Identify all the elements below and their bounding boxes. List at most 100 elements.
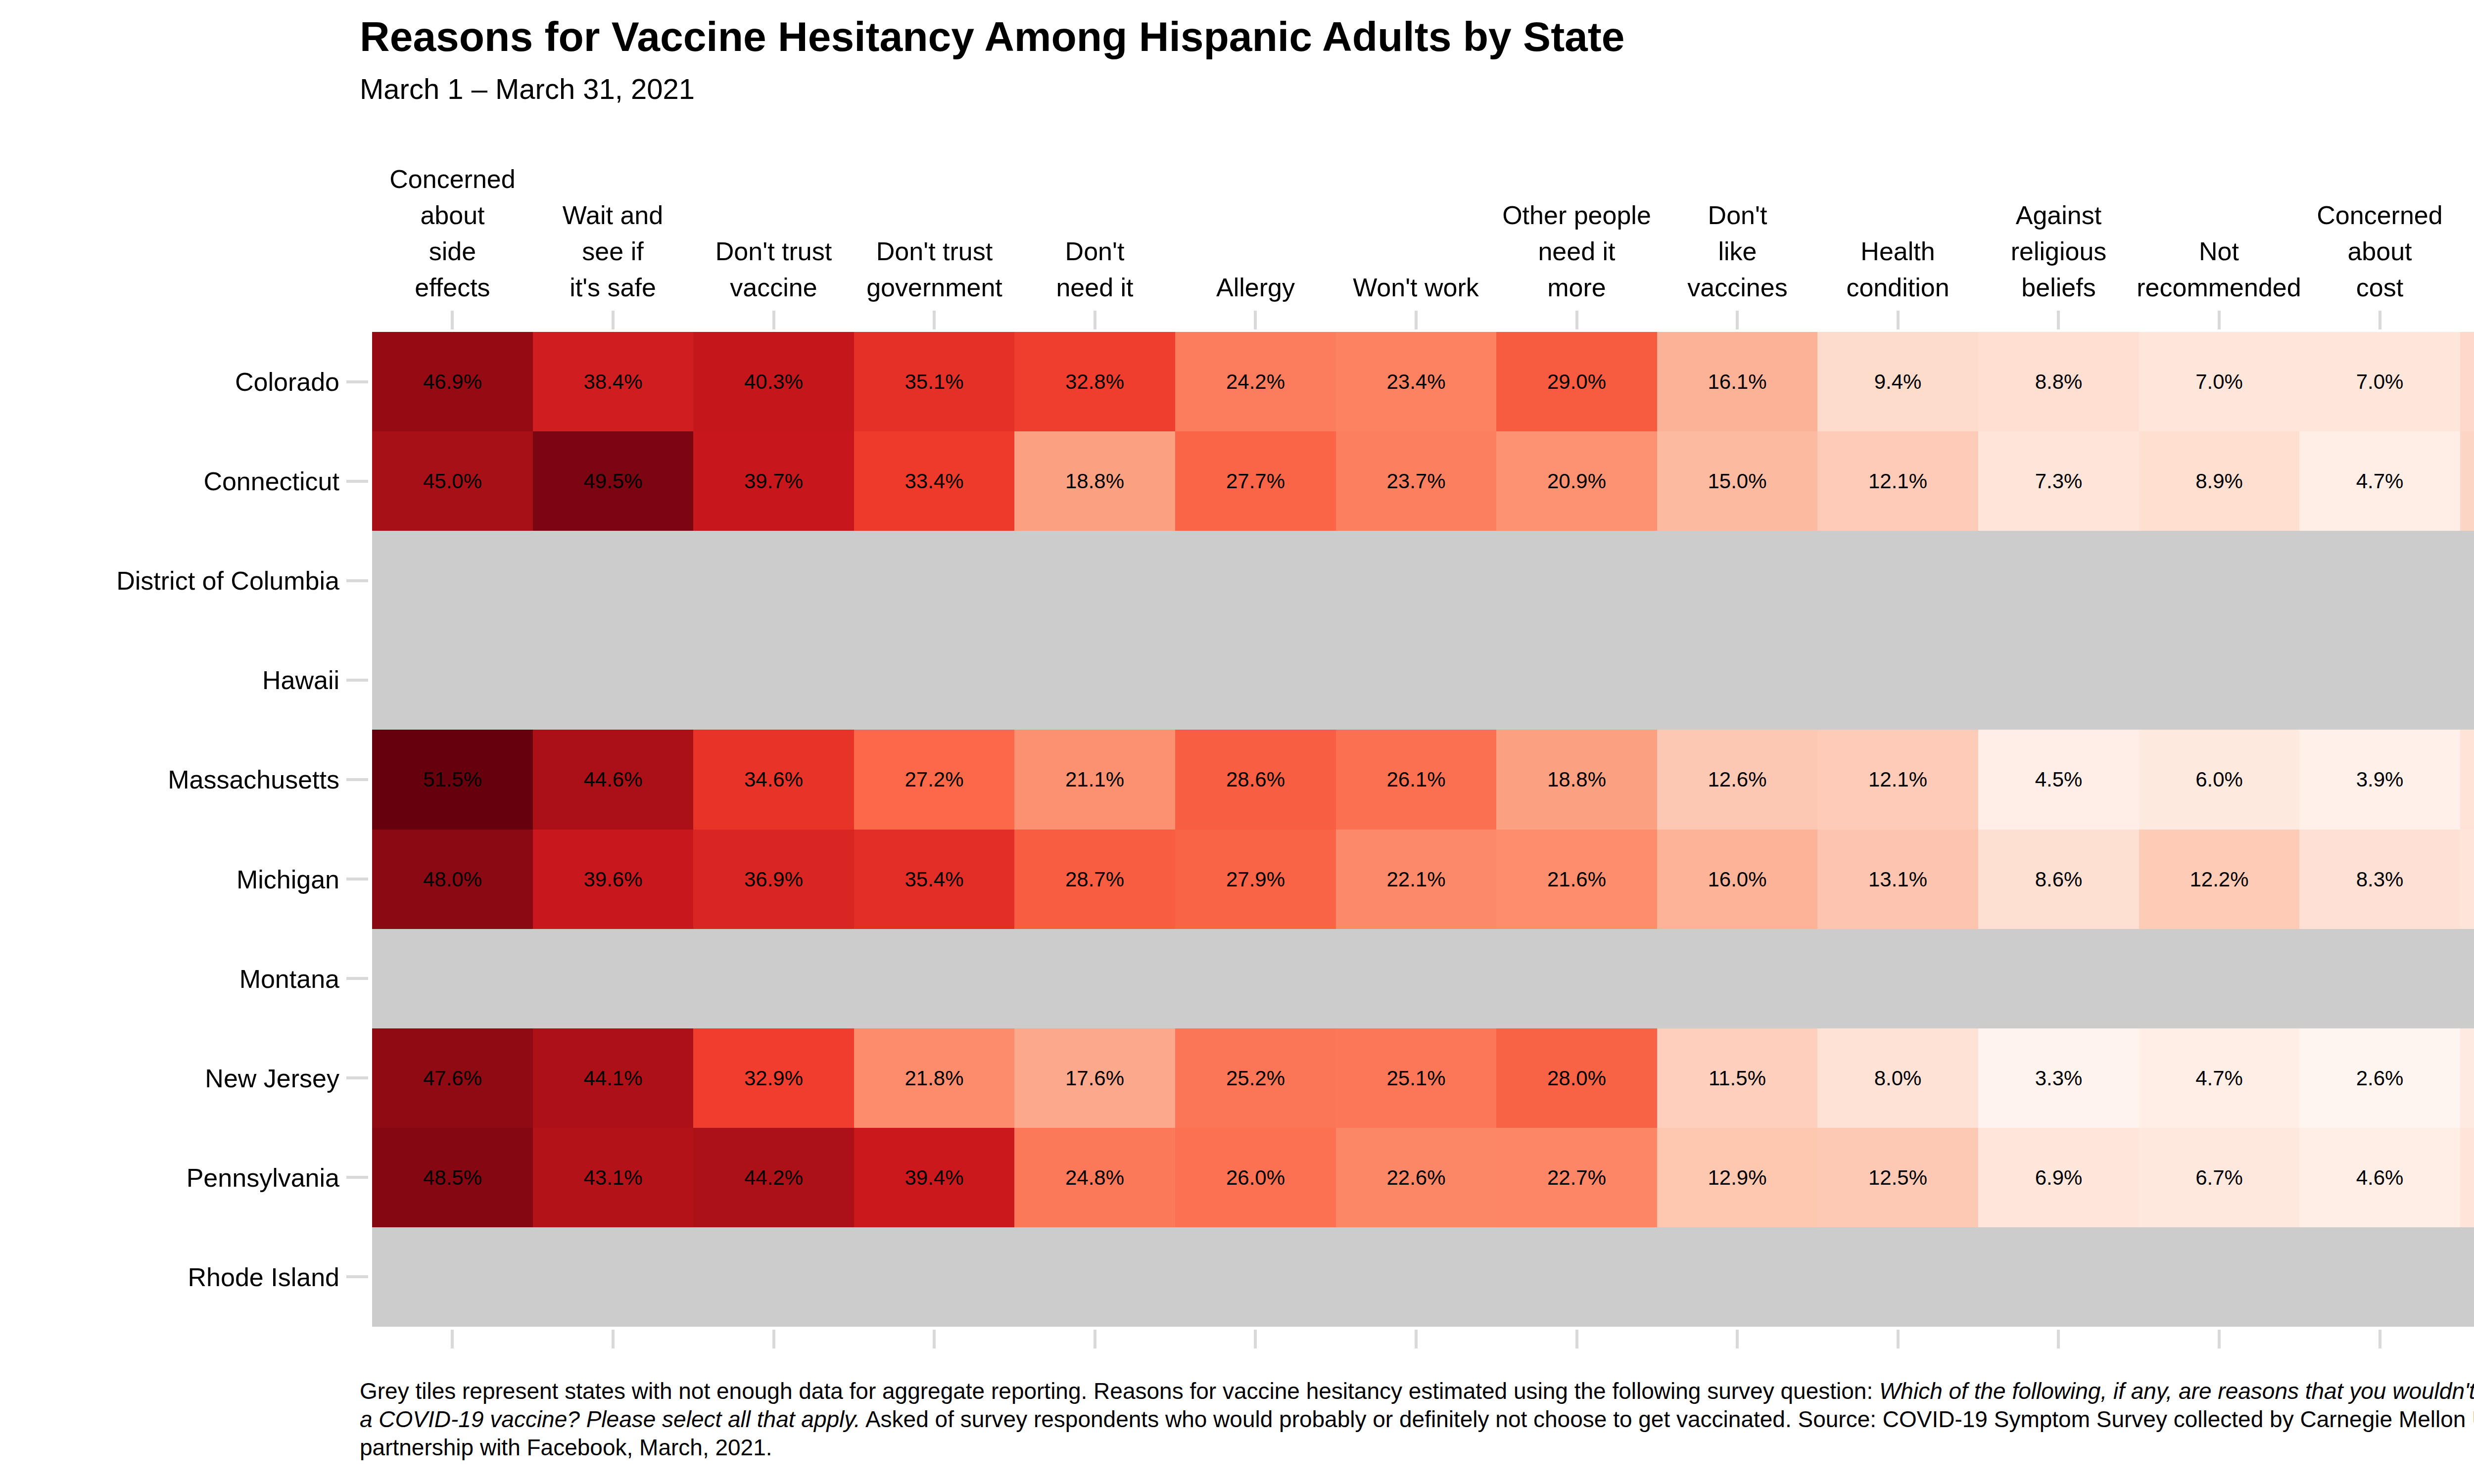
heatmap-tile-missing (1175, 1227, 1336, 1327)
heatmap-tile-missing (1657, 630, 1817, 730)
heatmap-tile-missing (1336, 531, 1496, 630)
heatmap-tile: 12.2% (2139, 830, 2299, 929)
axis-tick-left (346, 878, 368, 881)
heatmap-tile-missing (1657, 531, 1817, 630)
heatmap-tile: 24.2% (1175, 332, 1336, 431)
axis-tick-left (346, 977, 368, 980)
axis-tick-bottom (2379, 1330, 2381, 1348)
heatmap-tile: 12.9% (1657, 1128, 1817, 1227)
heatmap-tile: 6.0% (2139, 730, 2299, 830)
heatmap-tile: 7.2% (2460, 830, 2474, 929)
axis-tick-bottom (2218, 1330, 2221, 1348)
axis-tick-top (2057, 311, 2060, 329)
heatmap-tile-missing (1496, 630, 1657, 730)
axis-tick-top (1897, 311, 1900, 329)
heatmap-tile-missing (1978, 929, 2139, 1028)
heatmap-tile-missing (2460, 630, 2474, 730)
row-label: Colorado (0, 332, 339, 431)
row-label: Massachusetts (0, 730, 339, 830)
heatmap-tile-missing (854, 531, 1014, 630)
heatmap-tile: 43.1% (533, 1128, 693, 1227)
heatmap-tile: 34.6% (693, 730, 854, 830)
heatmap-tile: 12.1% (1817, 431, 1978, 531)
heatmap-tile: 18.8% (1496, 730, 1657, 830)
heatmap-tile: 36.9% (693, 830, 854, 929)
heatmap-tile: 39.6% (533, 830, 693, 929)
footnote-text: Grey tiles represent states with not eno… (360, 1378, 1879, 1404)
heatmap-tile: 18.8% (1014, 431, 1175, 531)
heatmap-tile-missing (1657, 1227, 1817, 1327)
heatmap-tile: 49.5% (533, 431, 693, 531)
heatmap-tile: 48.0% (372, 830, 533, 929)
heatmap-tile: 22.1% (1336, 830, 1496, 929)
row-label: District of Columbia (0, 531, 339, 630)
heatmap-tile: 11.5% (1657, 1028, 1817, 1128)
heatmap-tile: 7.0% (2299, 332, 2460, 431)
heatmap-tile-missing (1817, 630, 1978, 730)
row-label: Michigan (0, 830, 339, 929)
heatmap-tile: 7.3% (2460, 1128, 2474, 1227)
heatmap-tile: 21.1% (1014, 730, 1175, 830)
heatmap-tile-missing (1336, 630, 1496, 730)
heatmap-tile: 7.3% (1978, 431, 2139, 531)
heatmap-tile-missing (372, 929, 533, 1028)
heatmap-tile: 32.8% (1014, 332, 1175, 431)
heatmap-tile-missing (2139, 929, 2299, 1028)
heatmap-tile-missing (533, 929, 693, 1028)
heatmap-tile: 25.2% (1175, 1028, 1336, 1128)
heatmap-tile-missing (372, 531, 533, 630)
axis-tick-top (2379, 311, 2381, 329)
heatmap-tile: 7.0% (2139, 332, 2299, 431)
heatmap-tile: 4.6% (2299, 1128, 2460, 1227)
heatmap-tile: 28.0% (1496, 1028, 1657, 1128)
heatmap-tile: 12.5% (1817, 1128, 1978, 1227)
heatmap-tile: 17.6% (1014, 1028, 1175, 1128)
axis-tick-top (1575, 311, 1578, 329)
heatmap-tile-missing (1817, 929, 1978, 1028)
axis-tick-top (1415, 311, 1418, 329)
axis-tick-bottom (451, 1330, 454, 1348)
row-label: Hawaii (0, 630, 339, 730)
heatmap-tile: 28.7% (1014, 830, 1175, 929)
heatmap-tile: 4.5% (1978, 730, 2139, 830)
heatmap-tile: 6.9% (1978, 1128, 2139, 1227)
heatmap-tile-missing (2299, 531, 2460, 630)
heatmap-tile-missing (1657, 929, 1817, 1028)
heatmap-tile-missing (2460, 929, 2474, 1028)
axis-tick-bottom (1736, 1330, 1739, 1348)
heatmap-tile-missing (693, 1227, 854, 1327)
heatmap-tile-missing (2139, 531, 2299, 630)
axis-tick-bottom (772, 1330, 775, 1348)
heatmap-tile-missing (533, 1227, 693, 1327)
heatmap-tile: 35.4% (854, 830, 1014, 929)
axis-tick-bottom (1254, 1330, 1257, 1348)
heatmap-tile-missing (1817, 531, 1978, 630)
heatmap-tile: 29.0% (1496, 332, 1657, 431)
axis-tick-bottom (1415, 1330, 1418, 1348)
heatmap-tile-missing (693, 531, 854, 630)
heatmap-tile: 21.8% (854, 1028, 1014, 1128)
heatmap-tile-missing (2460, 531, 2474, 630)
heatmap-tile: 12.6% (1657, 730, 1817, 830)
axis-tick-top (451, 311, 454, 329)
vaccine-hesitancy-heatmap: Reasons for Vaccine Hesitancy Among Hisp… (0, 0, 2474, 1484)
axis-tick-bottom (933, 1330, 936, 1348)
heatmap-tile-missing (1014, 929, 1175, 1028)
heatmap-tile: 2.6% (2299, 1028, 2460, 1128)
heatmap-tile-missing (372, 630, 533, 730)
axis-tick-bottom (612, 1330, 615, 1348)
heatmap-tile: 22.7% (1496, 1128, 1657, 1227)
heatmap-tile: 6.7% (2139, 1128, 2299, 1227)
heatmap-tile-missing (1496, 531, 1657, 630)
heatmap-tile: 3.3% (1978, 1028, 2139, 1128)
heatmap-tile-missing (693, 929, 854, 1028)
heatmap-tile: 28.6% (1175, 730, 1336, 830)
axis-tick-bottom (1094, 1330, 1096, 1348)
heatmap-tile: 32.9% (693, 1028, 854, 1128)
heatmap-tile: 16.1% (1657, 332, 1817, 431)
axis-tick-bottom (1897, 1330, 1900, 1348)
heatmap-tile-missing (1175, 929, 1336, 1028)
heatmap-tile-missing (1978, 630, 2139, 730)
heatmap-tile: 8.0% (1817, 1028, 1978, 1128)
heatmap-tile: 51.5% (372, 730, 533, 830)
